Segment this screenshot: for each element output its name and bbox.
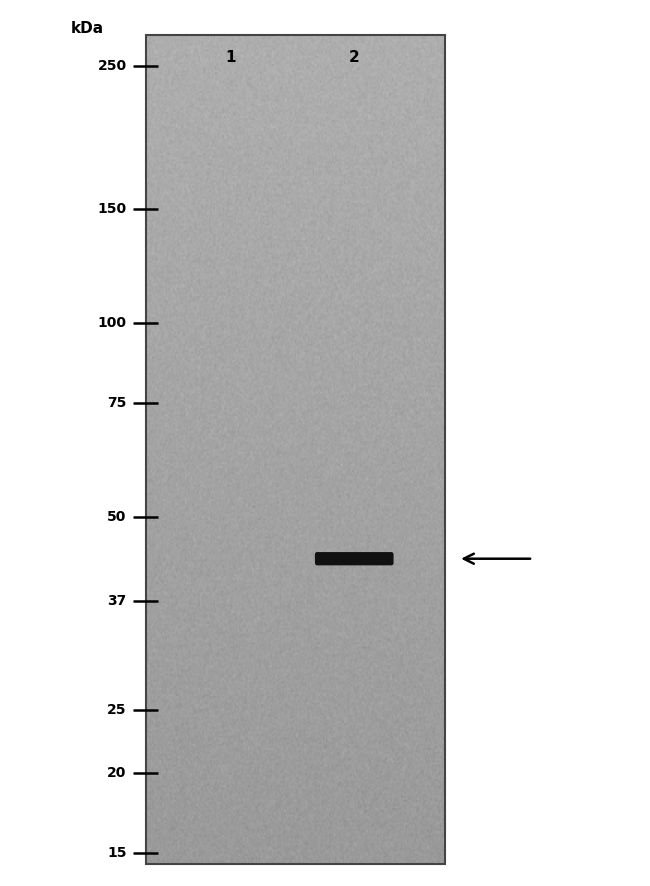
Text: 25: 25 [107, 703, 127, 718]
Text: 100: 100 [98, 315, 127, 330]
Text: 2: 2 [349, 51, 359, 65]
Bar [146, 35, 445, 864]
Text: 1: 1 [226, 51, 236, 65]
FancyBboxPatch shape [315, 552, 394, 565]
Text: 15: 15 [107, 846, 127, 860]
Text: kDa: kDa [72, 21, 104, 35]
Text: 20: 20 [107, 766, 127, 780]
Text: 37: 37 [107, 594, 127, 608]
Text: 250: 250 [98, 59, 127, 74]
Text: 150: 150 [98, 202, 127, 216]
Text: 75: 75 [107, 396, 127, 410]
Text: 50: 50 [107, 509, 127, 524]
